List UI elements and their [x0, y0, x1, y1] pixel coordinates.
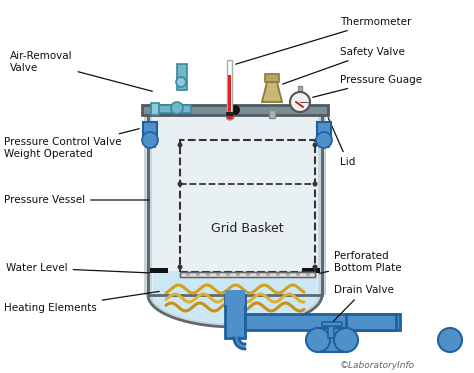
- Text: Perforated
Bottom Plate: Perforated Bottom Plate: [319, 251, 401, 273]
- Text: Drain Valve: Drain Valve: [325, 285, 394, 330]
- Circle shape: [312, 142, 318, 147]
- Text: Lid: Lid: [328, 117, 356, 167]
- Circle shape: [290, 92, 310, 112]
- Circle shape: [286, 272, 290, 276]
- Bar: [177, 64, 187, 90]
- Bar: [153, 271, 317, 295]
- Bar: [265, 74, 279, 82]
- Circle shape: [246, 272, 250, 276]
- Circle shape: [236, 272, 240, 276]
- Circle shape: [296, 272, 300, 276]
- Bar: [142, 105, 328, 115]
- Circle shape: [176, 77, 186, 87]
- Text: Pressure Control Valve
Weight Operated: Pressure Control Valve Weight Operated: [4, 129, 139, 159]
- Circle shape: [266, 272, 270, 276]
- Bar: [155, 105, 191, 113]
- Bar: [144, 112, 152, 295]
- Text: Water Level: Water Level: [6, 263, 149, 273]
- Bar: [269, 110, 275, 118]
- Bar: [151, 103, 159, 115]
- Polygon shape: [153, 295, 317, 323]
- Text: Safety Valve: Safety Valve: [283, 47, 405, 84]
- Polygon shape: [262, 82, 282, 102]
- Circle shape: [226, 112, 234, 120]
- Circle shape: [196, 272, 200, 276]
- Bar: [225, 290, 245, 305]
- Polygon shape: [148, 112, 322, 327]
- Circle shape: [177, 264, 182, 270]
- Bar: [328, 324, 334, 338]
- Circle shape: [186, 272, 190, 276]
- Bar: [225, 295, 245, 338]
- Circle shape: [230, 105, 240, 115]
- Bar: [226, 112, 234, 116]
- Bar: [302, 268, 320, 273]
- Bar: [298, 86, 302, 92]
- Text: Grid Basket: Grid Basket: [211, 222, 284, 235]
- Bar: [148, 112, 322, 295]
- Bar: [180, 140, 315, 272]
- Circle shape: [306, 328, 330, 352]
- Bar: [228, 75, 231, 115]
- Circle shape: [438, 328, 462, 352]
- Circle shape: [276, 272, 280, 276]
- Circle shape: [334, 328, 358, 352]
- Circle shape: [306, 272, 310, 276]
- Circle shape: [171, 102, 183, 114]
- Bar: [318, 328, 346, 352]
- Text: Heating Elements: Heating Elements: [4, 291, 159, 313]
- Circle shape: [142, 132, 158, 148]
- Polygon shape: [148, 295, 322, 327]
- Text: ©LaboratoryInfo: ©LaboratoryInfo: [340, 361, 415, 370]
- Circle shape: [226, 272, 230, 276]
- Circle shape: [256, 272, 260, 276]
- Bar: [346, 314, 396, 330]
- Text: Thermometer: Thermometer: [236, 17, 411, 64]
- Bar: [143, 122, 157, 138]
- Circle shape: [177, 182, 182, 186]
- Bar: [150, 268, 168, 273]
- Circle shape: [312, 182, 318, 186]
- Circle shape: [316, 132, 332, 148]
- Bar: [245, 314, 400, 330]
- Circle shape: [216, 272, 220, 276]
- Bar: [180, 272, 315, 277]
- Circle shape: [312, 264, 318, 270]
- Circle shape: [206, 272, 210, 276]
- Bar: [228, 60, 233, 115]
- Text: Pressure Guage: Pressure Guage: [313, 75, 422, 97]
- Circle shape: [177, 142, 182, 147]
- Bar: [318, 112, 326, 295]
- Bar: [317, 122, 331, 138]
- Bar: [180, 272, 315, 277]
- Text: Pressure Vessel: Pressure Vessel: [4, 195, 149, 205]
- Bar: [322, 322, 342, 326]
- Polygon shape: [234, 338, 245, 349]
- Text: Air-Removal
Valve: Air-Removal Valve: [10, 51, 152, 91]
